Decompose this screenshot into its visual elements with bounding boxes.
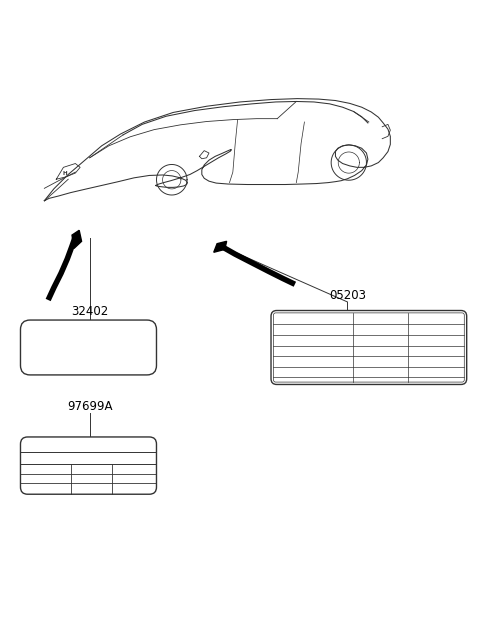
Polygon shape: [44, 99, 390, 201]
FancyBboxPatch shape: [21, 437, 156, 494]
Text: H: H: [62, 171, 67, 176]
Polygon shape: [72, 230, 82, 248]
Text: 97699A: 97699A: [67, 400, 112, 413]
FancyBboxPatch shape: [21, 320, 156, 375]
Text: 32402: 32402: [71, 305, 108, 318]
Polygon shape: [214, 242, 227, 252]
Text: 05203: 05203: [329, 289, 366, 302]
FancyBboxPatch shape: [271, 310, 467, 384]
